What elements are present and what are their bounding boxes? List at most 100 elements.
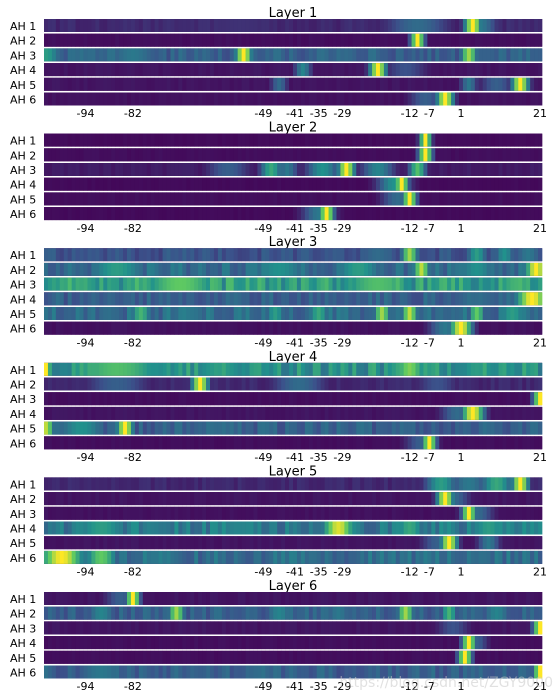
heatmap-row: AH 5 xyxy=(10,421,543,436)
heatmap-cell xyxy=(261,377,266,391)
heatmap-cell xyxy=(376,262,381,276)
heatmap-cell xyxy=(344,521,349,535)
heatmap-cell xyxy=(526,248,531,262)
heatmap-cell xyxy=(182,550,187,564)
heatmap-cell xyxy=(134,492,140,506)
heatmap-cell xyxy=(340,277,345,291)
heatmap-cell xyxy=(210,492,215,506)
heatmap-cell xyxy=(265,133,270,147)
heatmap-cell xyxy=(162,421,167,435)
heatmap-cell xyxy=(51,177,57,191)
heatmap-cell xyxy=(534,48,539,62)
heatmap-cell xyxy=(166,277,171,291)
x-tick-label: -29 xyxy=(333,107,351,120)
heatmap-cell xyxy=(257,436,262,450)
heatmap-cell xyxy=(178,148,183,162)
heatmap-cell xyxy=(253,307,258,320)
heatmap-cell xyxy=(75,148,80,162)
heatmap-cell xyxy=(364,636,369,650)
heatmap-cell xyxy=(95,592,100,605)
heatmap-cell xyxy=(538,421,543,435)
heatmap-cell xyxy=(510,292,515,306)
x-tick-label: -82 xyxy=(124,566,142,579)
heatmap-cell xyxy=(423,192,428,206)
heatmap-cell xyxy=(99,621,104,635)
heatmap-cell xyxy=(170,421,175,435)
heatmap-cell xyxy=(99,163,104,176)
heatmap-cell xyxy=(364,33,369,47)
heatmap-cell xyxy=(253,665,258,679)
heatmap-cell xyxy=(470,665,476,679)
heatmap-cell xyxy=(395,606,401,620)
heatmap-cell xyxy=(482,592,488,605)
heatmap-cell xyxy=(419,436,424,450)
heatmap-cell xyxy=(459,492,464,506)
heatmap-cell xyxy=(407,207,412,221)
heatmap-cell xyxy=(510,148,515,162)
heatmap-cell xyxy=(538,536,543,550)
heatmap-cell xyxy=(383,192,389,206)
heatmap-cell xyxy=(111,550,116,564)
heatmap-cell xyxy=(304,477,310,491)
x-tick-label: 21 xyxy=(533,107,547,120)
heatmap-row: AH 3 xyxy=(10,621,543,635)
heatmap-cell xyxy=(95,377,100,391)
heatmap-cell xyxy=(348,177,353,191)
heatmap-cell xyxy=(59,92,65,106)
heatmap-cell xyxy=(427,621,432,635)
heatmap-cell xyxy=(494,536,499,550)
heatmap-cell xyxy=(99,436,104,450)
heatmap-cell xyxy=(229,650,235,664)
heatmap-cell xyxy=(534,377,539,391)
heatmap-cell xyxy=(466,163,472,176)
heatmap-cell xyxy=(269,177,274,191)
heatmap-cell xyxy=(391,248,397,262)
heatmap-cell xyxy=(387,33,393,47)
heatmap-cell xyxy=(447,506,452,520)
heatmap-cell xyxy=(87,621,92,635)
heatmap-cell xyxy=(277,77,282,91)
heatmap-cell xyxy=(71,621,76,635)
heatmap-cell xyxy=(186,33,191,47)
heatmap-cell xyxy=(296,406,302,420)
heatmap-cell xyxy=(494,63,499,77)
heatmap-cell xyxy=(170,248,175,262)
heatmap-cell xyxy=(123,636,128,650)
heatmap-cell xyxy=(459,606,464,620)
heatmap-cell xyxy=(277,506,282,520)
heatmap-cell xyxy=(257,292,262,306)
heatmap-cell xyxy=(237,492,242,506)
heatmap-cell xyxy=(285,406,290,420)
heatmap-cell xyxy=(119,63,124,77)
heatmap-cell xyxy=(435,536,440,550)
heatmap-cell xyxy=(368,550,373,564)
heatmap-cell xyxy=(364,606,369,620)
heatmap-cell xyxy=(63,192,69,206)
heatmap-cell xyxy=(447,92,452,106)
heatmap-cell xyxy=(451,477,456,491)
heatmap-cell xyxy=(241,606,246,620)
heatmap-cell xyxy=(285,92,290,106)
heatmap-cell xyxy=(162,177,167,191)
heatmap-cell xyxy=(150,406,156,420)
heatmap-cell xyxy=(134,650,140,664)
heatmap-cell xyxy=(158,207,163,221)
heatmap-cell xyxy=(352,77,357,91)
heatmap-cell xyxy=(419,48,424,62)
heatmap-cell xyxy=(241,19,246,32)
heatmap-cell xyxy=(494,148,499,162)
heatmap-cell xyxy=(166,92,171,106)
heatmap-cell xyxy=(423,321,428,335)
heatmap-cell xyxy=(71,506,76,520)
heatmap-cell xyxy=(95,492,100,506)
heatmap-cell xyxy=(538,392,543,406)
heatmap-cell xyxy=(273,406,278,420)
heatmap-cell xyxy=(119,248,124,262)
heatmap-cell xyxy=(63,436,69,450)
heatmap-cell xyxy=(379,506,385,520)
heatmap-cell xyxy=(253,321,258,335)
heatmap-cell xyxy=(99,307,104,320)
heatmap-cell xyxy=(63,277,69,291)
heatmap-cell xyxy=(47,92,53,106)
heatmap-cell xyxy=(423,362,428,376)
